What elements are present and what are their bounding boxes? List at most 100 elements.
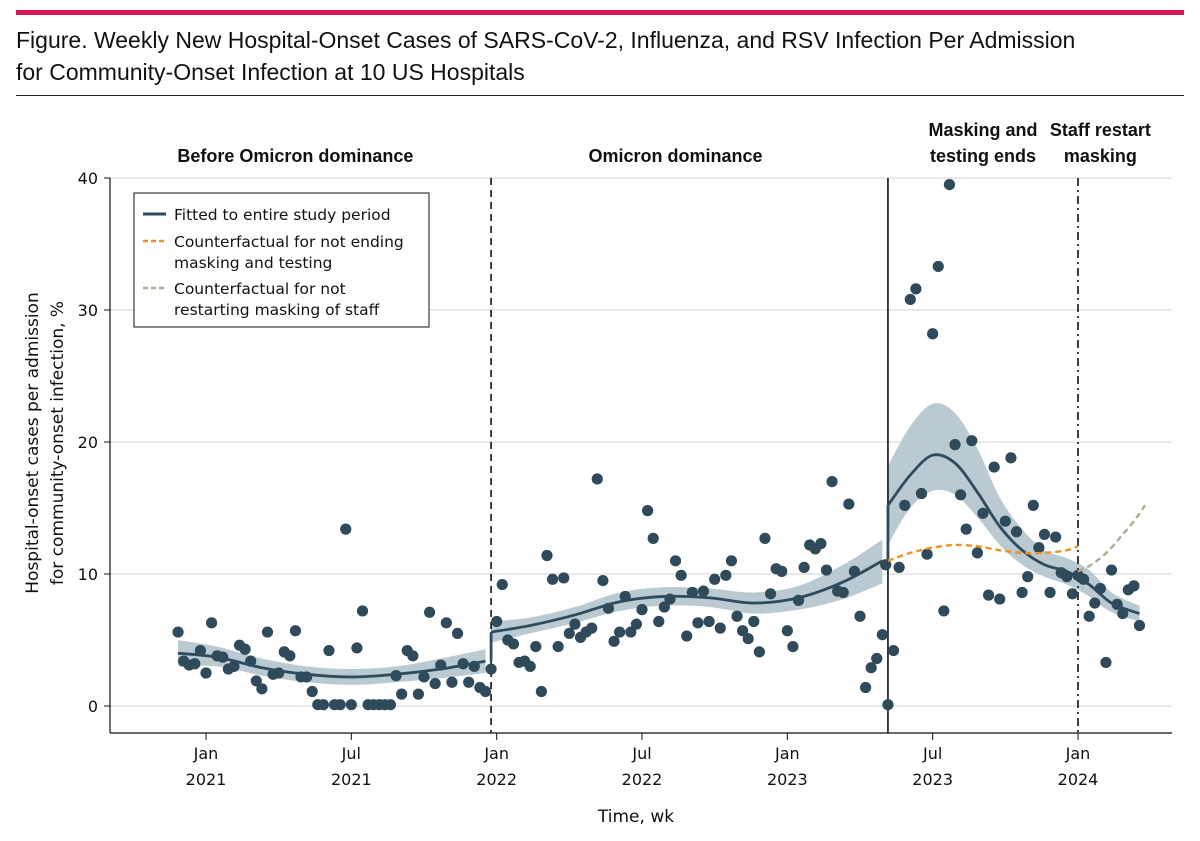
confidence-band (178, 403, 1140, 685)
x-tick-label-month-2: Jan (483, 744, 509, 763)
data-point-156 (1038, 528, 1051, 541)
data-point-4 (194, 644, 207, 657)
y-tick-label-20: 20 (78, 433, 98, 452)
data-point-83 (636, 604, 648, 616)
title-rule (16, 95, 1184, 96)
data-point-26 (317, 699, 329, 711)
data-point-123 (859, 681, 872, 694)
data-point-125 (871, 652, 883, 665)
data-point-146 (982, 589, 995, 601)
data-point-91 (681, 630, 693, 642)
y-axis-label-line-1: Hospital-onset cases per admission (23, 292, 43, 593)
data-point-20 (284, 650, 296, 662)
y-tick-label-40: 40 (78, 169, 98, 188)
data-point-164 (1083, 610, 1095, 622)
legend: Fitted to entire study period Counterfac… (133, 192, 430, 328)
data-point-161 (1066, 588, 1079, 600)
x-tick-label-month-1: Jul (341, 744, 361, 763)
data-point-3 (189, 658, 201, 670)
data-point-102 (742, 633, 754, 645)
data-point-119 (837, 586, 849, 599)
y-axis-label-line-2: for community-onset infection, % (48, 301, 68, 585)
data-point-154 (1027, 499, 1039, 511)
data-point-95 (703, 615, 715, 628)
data-point-71 (569, 618, 581, 630)
data-point-68 (552, 641, 564, 653)
y-tick-label-10: 10 (78, 565, 98, 584)
data-point-151 (1010, 526, 1023, 538)
data-point-104 (753, 646, 765, 658)
x-tick-label-year-6: 2024 (1058, 770, 1099, 789)
x-tick-label-year-0: 2021 (186, 770, 227, 789)
data-point-132 (904, 293, 916, 306)
data-point-42 (407, 650, 419, 662)
data-point-128 (882, 699, 894, 711)
y-tick-label-30: 30 (78, 301, 98, 320)
fitted-line-segment-2 (886, 453, 1140, 615)
x-tick-label-month-0: Jan (193, 744, 219, 763)
data-point-82 (630, 618, 643, 630)
data-point-158 (1050, 531, 1062, 543)
data-point-70 (563, 627, 575, 640)
data-point-15 (256, 683, 268, 695)
data-point-85 (647, 532, 659, 544)
data-point-142 (960, 523, 972, 535)
data-point-134 (915, 487, 928, 500)
fit-lines (177, 453, 1147, 679)
data-point-120 (843, 498, 855, 510)
x-tick-label-year-4: 2023 (767, 770, 808, 789)
data-point-31 (345, 699, 357, 711)
data-point-21 (289, 625, 302, 637)
x-tick-label-month-6: Jan (1065, 744, 1091, 763)
data-point-78 (608, 635, 620, 647)
confidence-band-segment-1 (491, 539, 883, 643)
data-point-64 (530, 641, 542, 653)
data-point-143 (966, 435, 978, 447)
data-point-84 (641, 505, 654, 517)
data-point-140 (949, 439, 961, 451)
phase-labels: Before Omicron dominance Omicron dominanc… (177, 120, 1150, 166)
phase-label-masking-ends-1: Masking and (928, 120, 1037, 140)
data-point-87 (658, 601, 670, 613)
confidence-band-segment-2 (887, 403, 1140, 622)
data-point-148 (994, 593, 1006, 605)
data-point-138 (938, 605, 950, 617)
title-line-1: Figure. Weekly New Hospital-Onset Cases … (16, 27, 1076, 53)
data-point-100 (731, 610, 743, 622)
data-point-79 (614, 626, 626, 638)
data-point-106 (764, 588, 777, 600)
data-point-52 (463, 676, 475, 688)
data-point-6 (205, 617, 218, 629)
y-ticks: 0 10 20 30 40 (78, 169, 110, 716)
legend-label-cf-staff-1: Counterfactual for not (174, 280, 346, 298)
x-tick-label-year-3: 2022 (622, 770, 663, 789)
data-point-170 (1117, 608, 1129, 620)
data-point-117 (826, 476, 838, 488)
data-point-168 (1105, 564, 1118, 576)
data-point-126 (876, 629, 888, 641)
data-point-14 (250, 675, 262, 687)
x-ticks: Jan 2021 Jul 2021 Jan 2022 Jul 2022 Jan 2023 Jul 20… (186, 733, 1099, 789)
legend-label-cf-masking-1: Counterfactual for not ending (174, 233, 404, 251)
y-tick-label-0: 0 (88, 697, 98, 716)
data-point-33 (356, 605, 369, 617)
data-point-105 (759, 532, 771, 544)
data-point-115 (815, 538, 827, 550)
axes (109, 178, 1172, 734)
x-tick-label-month-4: Jan (774, 744, 800, 763)
data-point-32 (351, 642, 363, 654)
data-point-69 (558, 572, 570, 584)
data-point-49 (446, 676, 458, 688)
data-point-173 (1133, 619, 1146, 632)
data-point-139 (943, 179, 956, 191)
data-point-130 (893, 561, 905, 574)
data-point-56 (485, 663, 497, 675)
data-point-0 (172, 626, 184, 638)
data-point-16 (261, 626, 274, 638)
data-point-45 (423, 606, 436, 618)
data-point-30 (340, 523, 352, 535)
data-point-99 (725, 555, 738, 567)
data-point-167 (1100, 656, 1112, 669)
legend-label-fitted: Fitted to entire study period (174, 206, 391, 224)
